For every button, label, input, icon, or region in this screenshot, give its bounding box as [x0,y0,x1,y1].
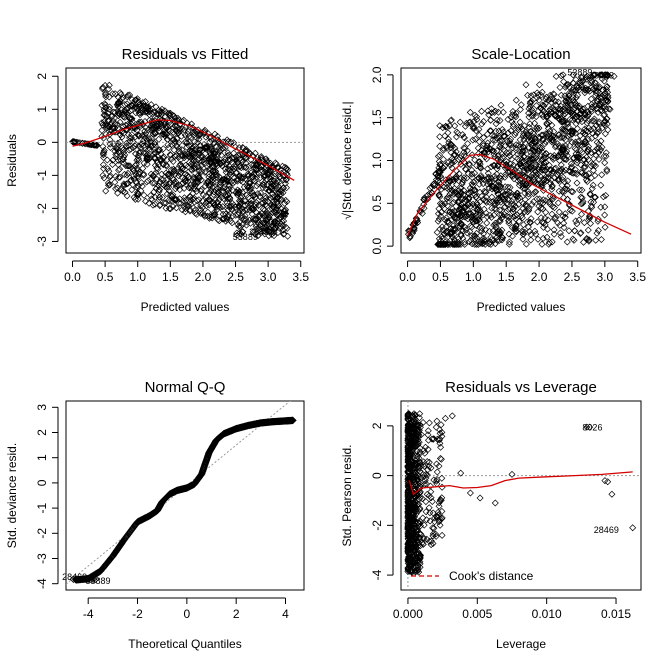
panel-residuals-vs-fitted: Residuals vs Fitted 0.0 0.5 1.0 1.5 2.0 2.5 3.0… [5,46,309,314]
point-label: 8026 [582,422,602,432]
y-tick-label: -3 [35,236,49,247]
x-tick-label: -2 [132,607,143,621]
points-layer [66,401,297,585]
y-tick-label: -3 [35,553,49,564]
x-tick-label: 0.5 [432,270,449,284]
x-tick-label: 2 [233,607,240,621]
point-label: 28473 [589,70,614,80]
legend-cooks-distance-label: Cook's distance [449,569,534,583]
x-tick-label: 0.5 [97,270,114,284]
x-tick-label: 0.0 [399,270,416,284]
y-tick-label: 1.5 [370,109,384,126]
plot-frame [400,400,642,591]
smooth-line [72,119,295,181]
x-tick-label: 0.0 [64,270,81,284]
x-tick-label: 0.005 [462,607,492,621]
y-tick-label: 0 [370,472,384,479]
y-axis-label: √|Std. deviance resid.| [340,101,354,219]
y-tick-label: 0.0 [370,237,384,254]
x-tick-label: 0.000 [393,607,423,621]
x-tick-label: 1.0 [465,270,482,284]
y-tick-label: 1.0 [370,152,384,169]
x-axis-label: Leverage [496,637,546,651]
panel-residuals-vs-leverage: Residuals vs Leverage 0.000 0.005 0.010 0.01… [340,379,642,651]
plot-title: Residuals vs Leverage [445,379,597,396]
y-axis-label: Residuals [5,134,19,187]
x-tick-label: 3.5 [629,270,646,284]
y-tick-label: 1 [35,454,49,461]
data-points [69,81,292,240]
plot-title: Normal Q-Q [145,379,226,396]
x-tick-label: 3.0 [596,270,613,284]
x-tick-label: 4 [282,607,289,621]
y-tick-label: -1 [35,170,49,181]
points-layer [66,81,304,240]
x-tick-label: 0.010 [532,607,562,621]
point-label: 53889 [86,576,111,586]
y-tick-label: 0 [35,139,49,146]
point-label: 28469 [62,572,87,582]
x-axis-label: Theoretical Quantiles [128,637,241,651]
x-tick-label: 3.5 [292,270,309,284]
points-layer [405,71,632,248]
points-layer [401,401,641,590]
x-tick-label: 2.5 [564,270,581,284]
point-label: 53889 [567,68,592,78]
point-label: 28469 [594,525,619,535]
y-tick-label: -2 [35,528,49,539]
x-tick-label: 1.5 [162,270,179,284]
y-tick-label: 0.5 [370,195,384,212]
y-tick-label: 2 [370,422,384,429]
y-axis-label: Std. Pearson resid. [340,444,354,546]
smooth-line [407,153,632,237]
plot-frame [65,400,305,591]
x-tick-label: 0 [184,607,191,621]
y-tick-label: 2 [35,429,49,436]
x-tick-label: 0.015 [601,607,631,621]
x-axis-label: Predicted values [477,300,566,314]
y-tick-label: 2 [35,73,49,80]
plot-title: Scale-Location [471,46,570,63]
y-tick-label: -2 [370,520,384,531]
x-tick-label: -4 [83,607,94,621]
point-label: 53889 [233,232,258,242]
x-tick-label: 2.0 [531,270,548,284]
y-tick-label: -4 [35,578,49,589]
plot-title: Residuals vs Fitted [122,46,249,63]
x-tick-label: 3.0 [260,270,277,284]
point-label: 28469 [249,227,274,237]
plot-frame [65,67,305,254]
y-tick-label: -1 [35,502,49,513]
x-tick-label: 1.5 [498,270,515,284]
smooth-line [408,471,633,496]
y-tick-label: -2 [35,203,49,214]
y-tick-label: 1 [35,106,49,113]
data-points [404,410,637,576]
x-tick-label: 2.0 [195,270,212,284]
plot-frame [400,67,642,254]
x-tick-label: 2.5 [227,270,244,284]
y-tick-label: 0 [35,479,49,486]
x-axis-label: Predicted values [141,300,230,314]
data-points [69,416,297,584]
y-tick-label: -4 [370,569,384,580]
y-axis-label: Std. deviance resid. [5,443,19,548]
panel-scale-location: Scale-Location 0.0 0.5 1.0 1.5 2.0 2.5 3.0 3.5 Pr… [340,46,646,314]
x-tick-label: 1.0 [129,270,146,284]
data-points [405,71,618,248]
panel-normal-qq: Normal Q-Q -4 -2 0 2 4 Theoretical Quantiles -4… [5,379,305,651]
y-tick-label: 2.0 [370,66,384,83]
y-tick-label: 3 [35,404,49,411]
